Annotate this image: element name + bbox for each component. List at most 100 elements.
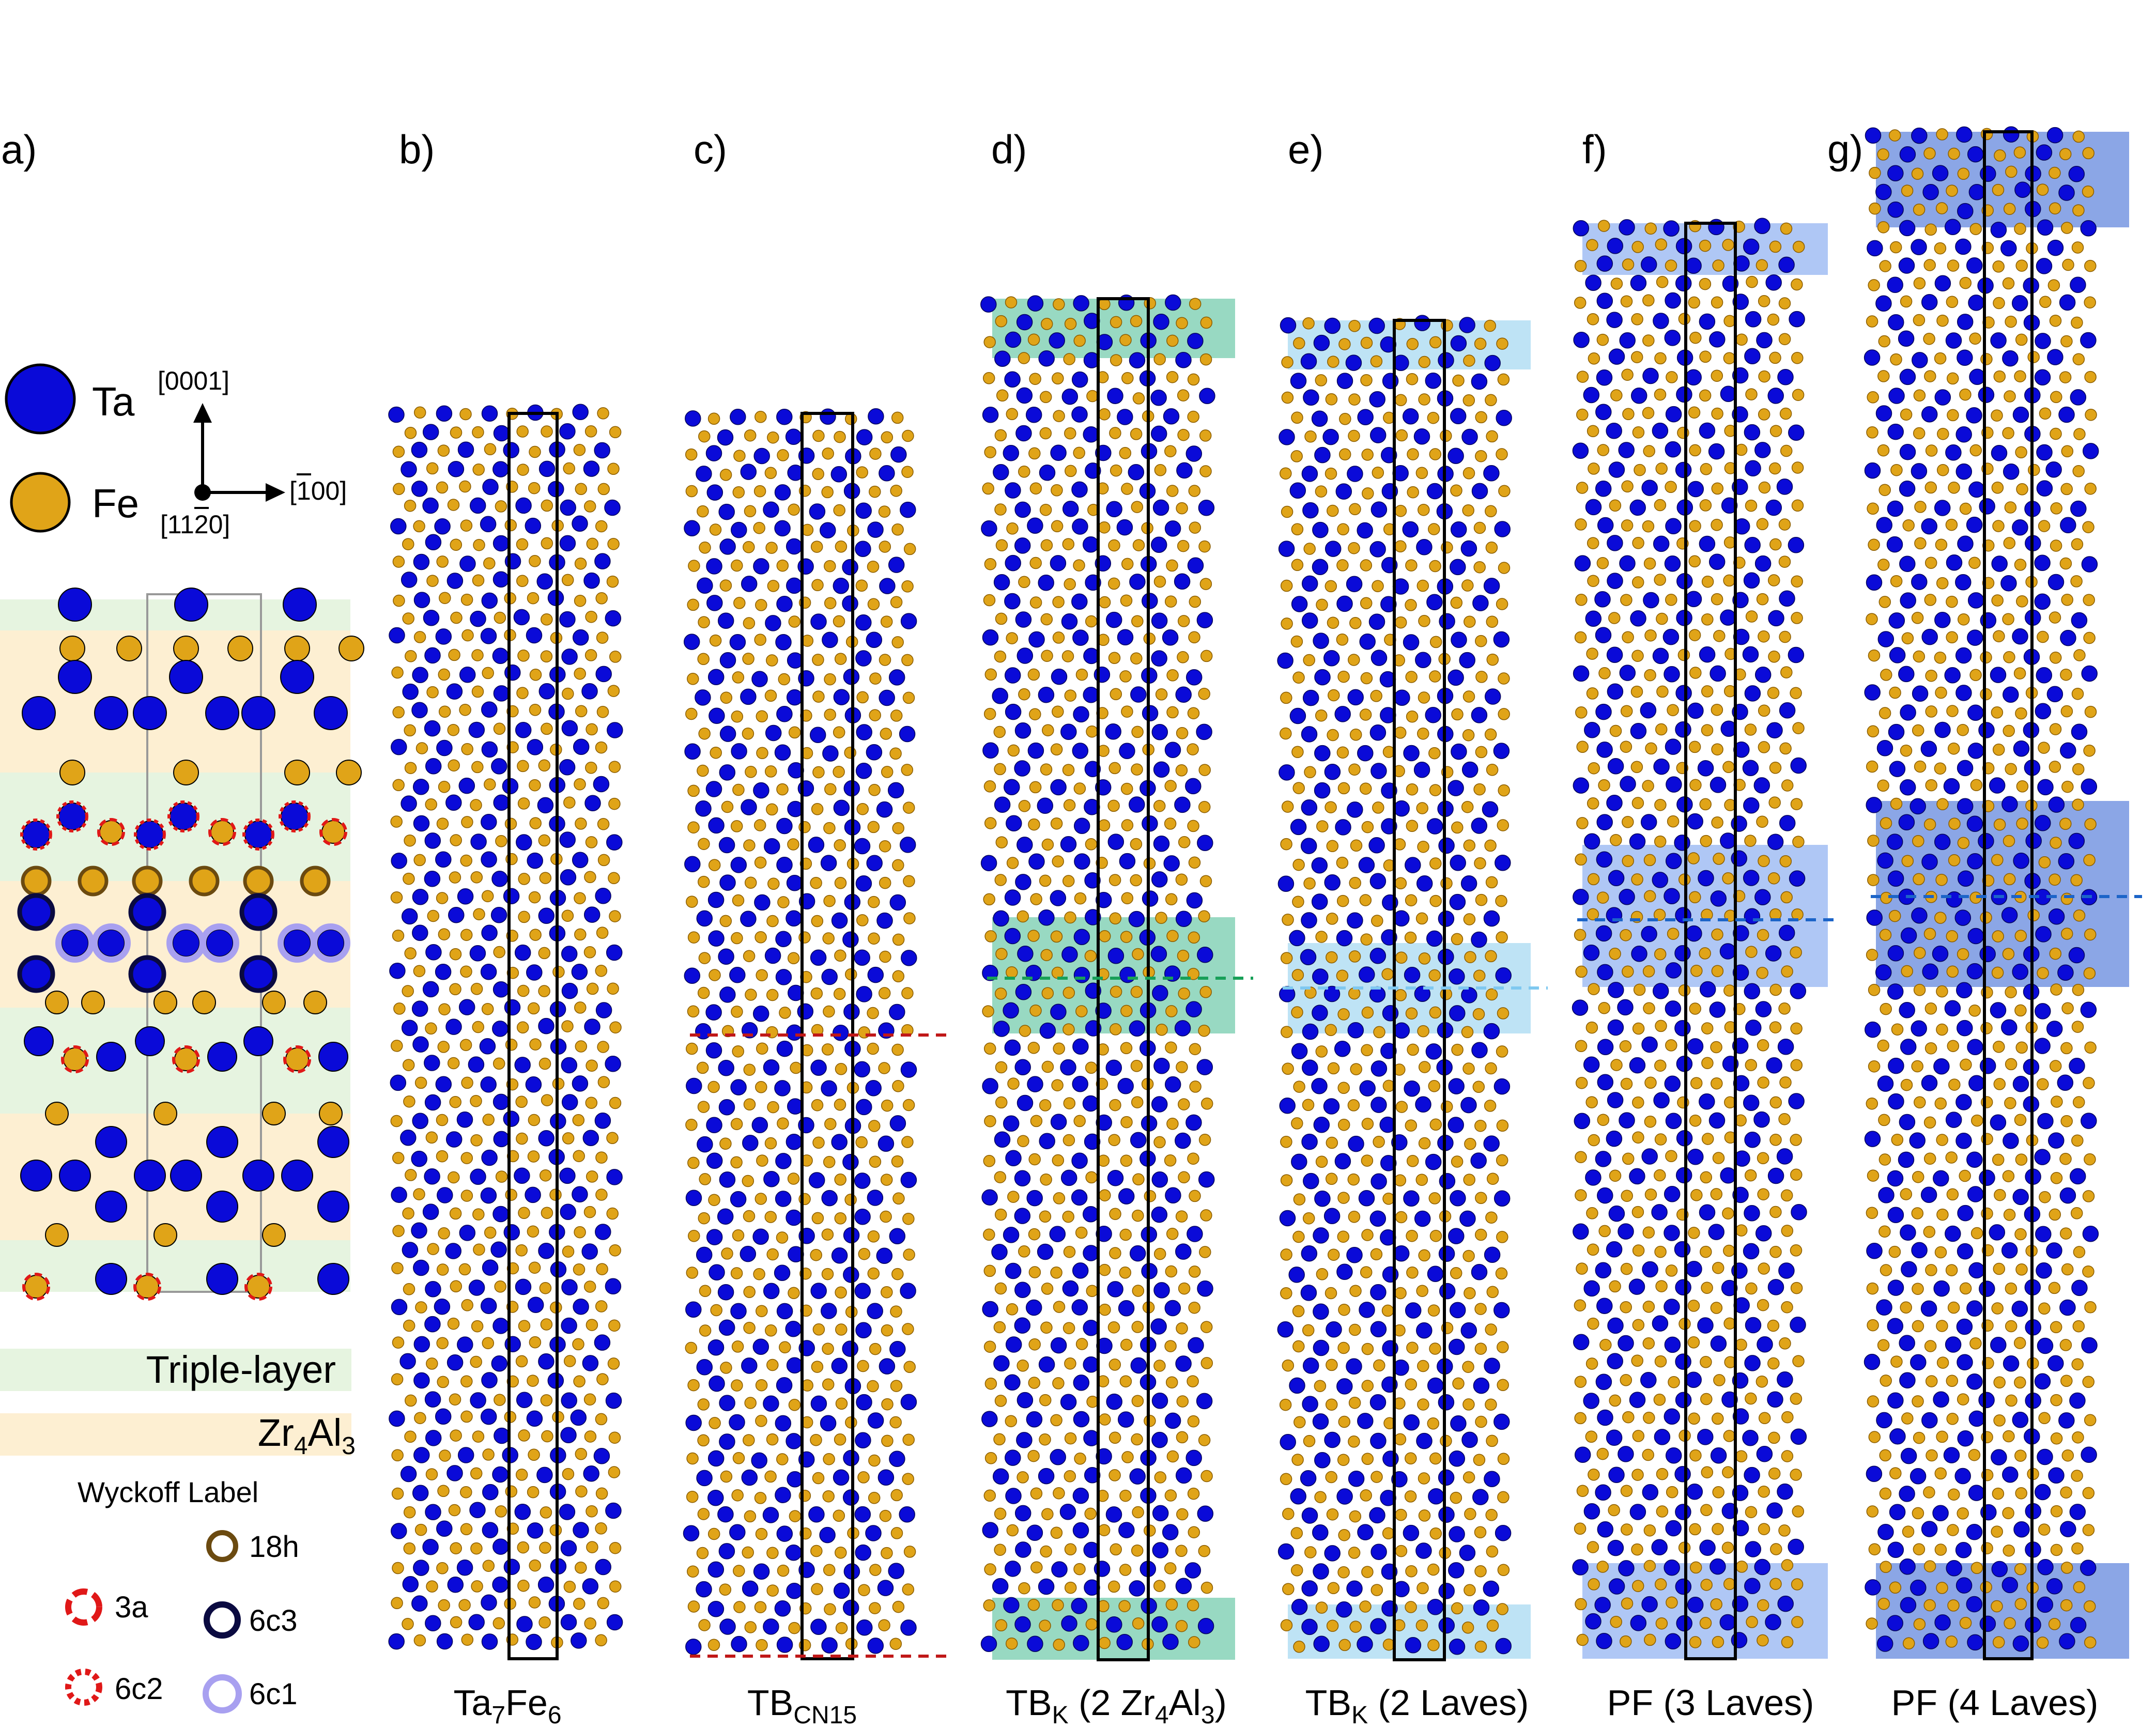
- fe-atom: [1722, 1466, 1734, 1478]
- fe-atom: [1416, 1285, 1428, 1297]
- ta-atom: [1050, 779, 1067, 796]
- fe-atom: [1992, 1153, 2005, 1166]
- ta-atom: [1071, 1152, 1088, 1169]
- fe-atom: [1131, 1096, 1144, 1108]
- fe-atom: [1588, 762, 1600, 775]
- ta-atom: [389, 962, 406, 979]
- fe-atom: [2016, 483, 2028, 496]
- ta-atom: [504, 999, 521, 1016]
- fe-atom: [867, 560, 880, 573]
- fe-atom: [1598, 779, 1610, 792]
- ta-atom: [1675, 238, 1692, 255]
- ta-atom: [1921, 406, 1938, 423]
- fe-atom: [696, 1061, 709, 1074]
- fe-atom: [789, 1510, 802, 1522]
- ta-atom: [516, 1392, 533, 1408]
- fe-atom: [1644, 1076, 1657, 1089]
- ta-atom: [559, 759, 576, 776]
- ta-atom: [1150, 1318, 1167, 1335]
- fe-atom: [1325, 580, 1337, 593]
- fe-atom: [1496, 1119, 1509, 1132]
- ta-atom: [1608, 1578, 1625, 1595]
- ta-atom: [1151, 1431, 1168, 1448]
- fe-atom: [1474, 1565, 1487, 1578]
- ta-atom: [1969, 368, 1985, 385]
- ta-atom: [982, 629, 999, 646]
- fe-atom: [586, 1541, 598, 1553]
- fe-atom: [425, 1468, 438, 1480]
- ta-atom: [876, 912, 893, 929]
- ta-atom: [1311, 410, 1328, 427]
- fe-atom: [1867, 1395, 1880, 1408]
- fe-atom: [1017, 1360, 1029, 1372]
- ta-atom: [1152, 1505, 1169, 1522]
- ta-atom: [1754, 442, 1771, 458]
- ta-atom: [1483, 1135, 1500, 1152]
- fe-atom: [1970, 1227, 1983, 1240]
- fe-atom: [607, 537, 620, 550]
- fe-atom: [583, 946, 596, 959]
- ta-atom: [1744, 424, 1761, 441]
- ta-atom: [1900, 1597, 1917, 1613]
- fe-atom: [2003, 651, 2015, 663]
- ta-atom: [1346, 1358, 1362, 1375]
- fe-atom: [1359, 1600, 1372, 1613]
- triple-layer-swatch: [0, 1349, 351, 1391]
- fe-atom: [1891, 1134, 1904, 1146]
- wyckoff-6c3-ring: [128, 955, 166, 993]
- ta-atom: [877, 1469, 895, 1486]
- fe-atom: [1007, 744, 1020, 757]
- fe-atom: [2061, 780, 2074, 793]
- ta-atom: [1911, 1020, 1927, 1037]
- fe-atom: [1758, 1262, 1770, 1275]
- fe-atom: [1758, 704, 1770, 717]
- ta-atom: [741, 576, 758, 592]
- fe-atom: [1485, 394, 1497, 407]
- ta-atom: [1039, 1133, 1055, 1149]
- fe-atom: [834, 949, 846, 962]
- direction-viewing-label: [112 0]: [160, 507, 230, 537]
- ta-atom: [879, 465, 895, 482]
- fe-atom: [528, 1596, 541, 1609]
- ta-atom: [536, 573, 553, 590]
- fe-atom: [1877, 1597, 1890, 1610]
- ta-atom: [480, 1298, 497, 1314]
- ta-atom: [1596, 255, 1613, 272]
- fe-atom: [1699, 350, 1712, 363]
- fe-atom: [688, 560, 700, 572]
- fe-atom: [777, 1564, 790, 1577]
- ta-atom: [1932, 946, 1949, 962]
- fe-atom: [1187, 743, 1199, 755]
- fe-atom: [1406, 1155, 1419, 1167]
- fe-atom: [482, 667, 494, 680]
- fe-atom: [1496, 1603, 1508, 1615]
- fe-atom: [402, 1207, 414, 1219]
- fe-atom: [1923, 147, 1936, 160]
- ta-atom: [1957, 1430, 1974, 1447]
- fe-atom: [1770, 1543, 1782, 1555]
- fe-atom: [2070, 874, 2083, 887]
- ta-atom: [572, 515, 588, 532]
- ta-atom: [730, 1303, 747, 1320]
- fe-atom: [2084, 259, 2097, 272]
- ta-atom: [1889, 647, 1906, 663]
- schematic-ta-atom: [318, 1042, 348, 1072]
- ta-atom: [1493, 1190, 1511, 1207]
- fe-atom: [778, 673, 791, 686]
- fe-atom: [2070, 575, 2083, 588]
- ta-atom: [696, 1581, 712, 1598]
- fe-atom: [720, 1362, 732, 1374]
- fe-atom: [1947, 409, 1959, 422]
- fe-atom: [1948, 1078, 1961, 1091]
- fe-atom: [1585, 1430, 1598, 1443]
- fe-atom: [1027, 333, 1040, 346]
- ta-atom: [2034, 1038, 2051, 1054]
- ta-atom: [1312, 559, 1329, 576]
- fe-atom: [1328, 689, 1340, 702]
- fe-atom: [1075, 1005, 1088, 1017]
- ta-atom: [1899, 1114, 1916, 1131]
- ta-atom: [831, 1134, 848, 1150]
- ta-atom: [1359, 966, 1375, 983]
- fe-atom: [1936, 314, 1949, 327]
- ta-atom: [1719, 943, 1736, 960]
